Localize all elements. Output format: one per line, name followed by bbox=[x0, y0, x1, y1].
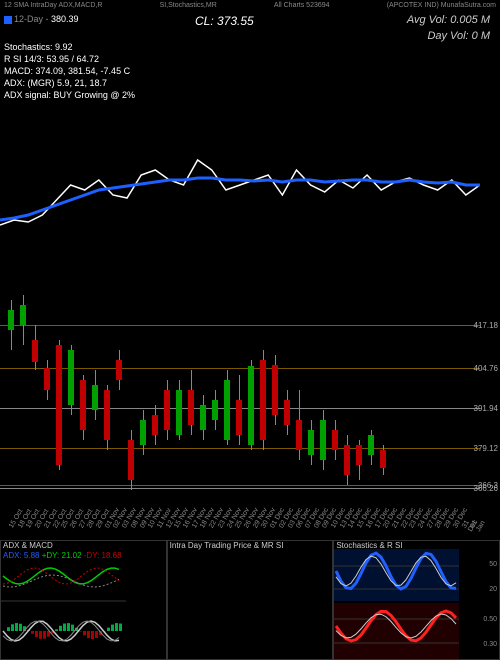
tick-030: 0.30 bbox=[483, 641, 497, 648]
header: 12 SMA IntraDay ADX,MACD,R SI,Stochastic… bbox=[0, 0, 500, 130]
adx-val: ADX: (MGR) 5.9, 21, 18.7 bbox=[4, 78, 107, 88]
close-price: CL: 373.55 bbox=[195, 14, 254, 28]
avg-vol: Avg Vol: 0.005 M bbox=[407, 14, 490, 26]
tick-50: 50 bbox=[489, 561, 497, 568]
sma-line: 12-Day - 380.39 bbox=[4, 14, 79, 24]
day-vol: Day Vol: 0 M bbox=[427, 30, 490, 42]
adx-values: ADX: 5.88 +DY: 21.02 -DY: 18.68 bbox=[3, 551, 122, 560]
adx-macd-title: ADX & MACD bbox=[3, 541, 53, 550]
rsi-val: R SI 14/3: 53.95 / 64.72 bbox=[4, 54, 99, 64]
x-axis-labels: 15 Oct18 Oct19 Oct20 Oct21 Oct22 Oct25 O… bbox=[0, 512, 480, 532]
intraday-panel: Intra Day Trading Price & MR SI bbox=[167, 540, 334, 660]
tick-050: 0.50 bbox=[483, 616, 497, 623]
macd-val: MACD: 374.09, 381.54, -7.45 C bbox=[4, 66, 130, 76]
chart-container: 12 SMA IntraDay ADX,MACD,R SI,Stochastic… bbox=[0, 0, 500, 660]
bottom-panels: ADX & MACD ADX: 5.88 +DY: 21.02 -DY: 18.… bbox=[0, 540, 500, 660]
adx-macd-panel: ADX & MACD ADX: 5.88 +DY: 21.02 -DY: 18.… bbox=[0, 540, 167, 660]
intraday-title: Intra Day Trading Price & MR SI bbox=[170, 541, 284, 550]
adx-signal: ADX signal: BUY Growing @ 2% bbox=[4, 90, 135, 100]
candlestick-chart bbox=[0, 290, 480, 510]
ma-chart bbox=[0, 130, 480, 260]
stoch-rsi-title: Stochastics & R SI bbox=[336, 541, 402, 550]
stoch-rsi-panel: Stochastics & R SI 50 20 0.50 0.30 bbox=[333, 540, 500, 660]
tick-20: 20 bbox=[489, 586, 497, 593]
stochastics-val: Stochastics: 9.92 bbox=[4, 42, 73, 52]
top-indicator-row: 12 SMA IntraDay ADX,MACD,R SI,Stochastic… bbox=[4, 2, 496, 9]
